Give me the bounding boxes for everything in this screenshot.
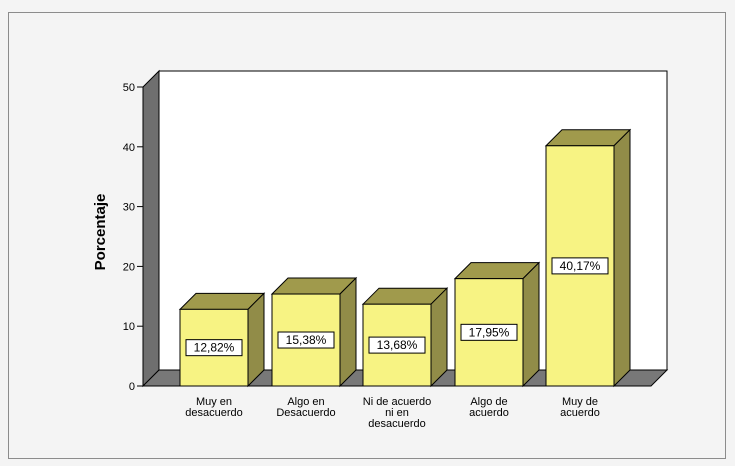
bar-1: 12,82% — [178, 292, 266, 388]
x-tick-label: Algo de — [470, 396, 507, 408]
data-label-box — [460, 323, 518, 341]
bar-5: 40,17% — [544, 128, 632, 388]
data-label: 12,82% — [194, 341, 235, 355]
bar-side — [430, 286, 448, 388]
bar-side — [247, 292, 265, 388]
x-tick-label: Desacuerdo — [276, 407, 335, 419]
bar-3: 13,68% — [361, 286, 449, 388]
y-tick-label: 40 — [123, 142, 135, 154]
x-tick-label: Muy de — [562, 396, 598, 408]
data-label: 17,95% — [469, 325, 510, 339]
side-wall — [142, 69, 160, 388]
data-label-box — [277, 331, 335, 349]
data-label-box — [185, 339, 243, 357]
bar-2: 15,38% — [270, 276, 358, 388]
x-tick-label: ni en — [385, 407, 409, 419]
data-label: 40,17% — [560, 259, 601, 273]
bar-side — [613, 128, 631, 388]
y-tick-label: 20 — [123, 261, 135, 273]
chart-border — [8, 12, 726, 459]
x-tick-label: desacuerdo — [185, 407, 243, 419]
x-tick-label: Muy en — [196, 396, 232, 408]
y-axis: 0 10 20 30 40 50 — [123, 82, 143, 393]
x-tick-label: acuerdo — [560, 407, 600, 419]
data-label: 15,38% — [286, 333, 327, 347]
bars: 12,82% 15,38% 13,68% 17,95% 40,17% — [178, 128, 632, 388]
y-tick-label: 50 — [123, 82, 135, 94]
data-label-box — [368, 336, 426, 354]
bar-4: 17,95% — [453, 261, 541, 388]
data-label: 13,68% — [377, 338, 418, 352]
x-tick-label: desacuerdo — [368, 418, 426, 430]
data-label-box — [551, 257, 609, 275]
x-tick-label: acuerdo — [469, 407, 509, 419]
y-tick-label: 10 — [123, 321, 135, 333]
x-tick-label: Algo en — [287, 396, 324, 408]
y-tick-label: 0 — [129, 381, 135, 393]
x-tick-label: Ni de acuerdo — [363, 396, 432, 408]
y-axis-title: Porcentaje — [92, 194, 109, 271]
bar-side — [522, 261, 540, 388]
bar-side — [339, 276, 357, 388]
y-tick-label: 30 — [123, 202, 135, 214]
